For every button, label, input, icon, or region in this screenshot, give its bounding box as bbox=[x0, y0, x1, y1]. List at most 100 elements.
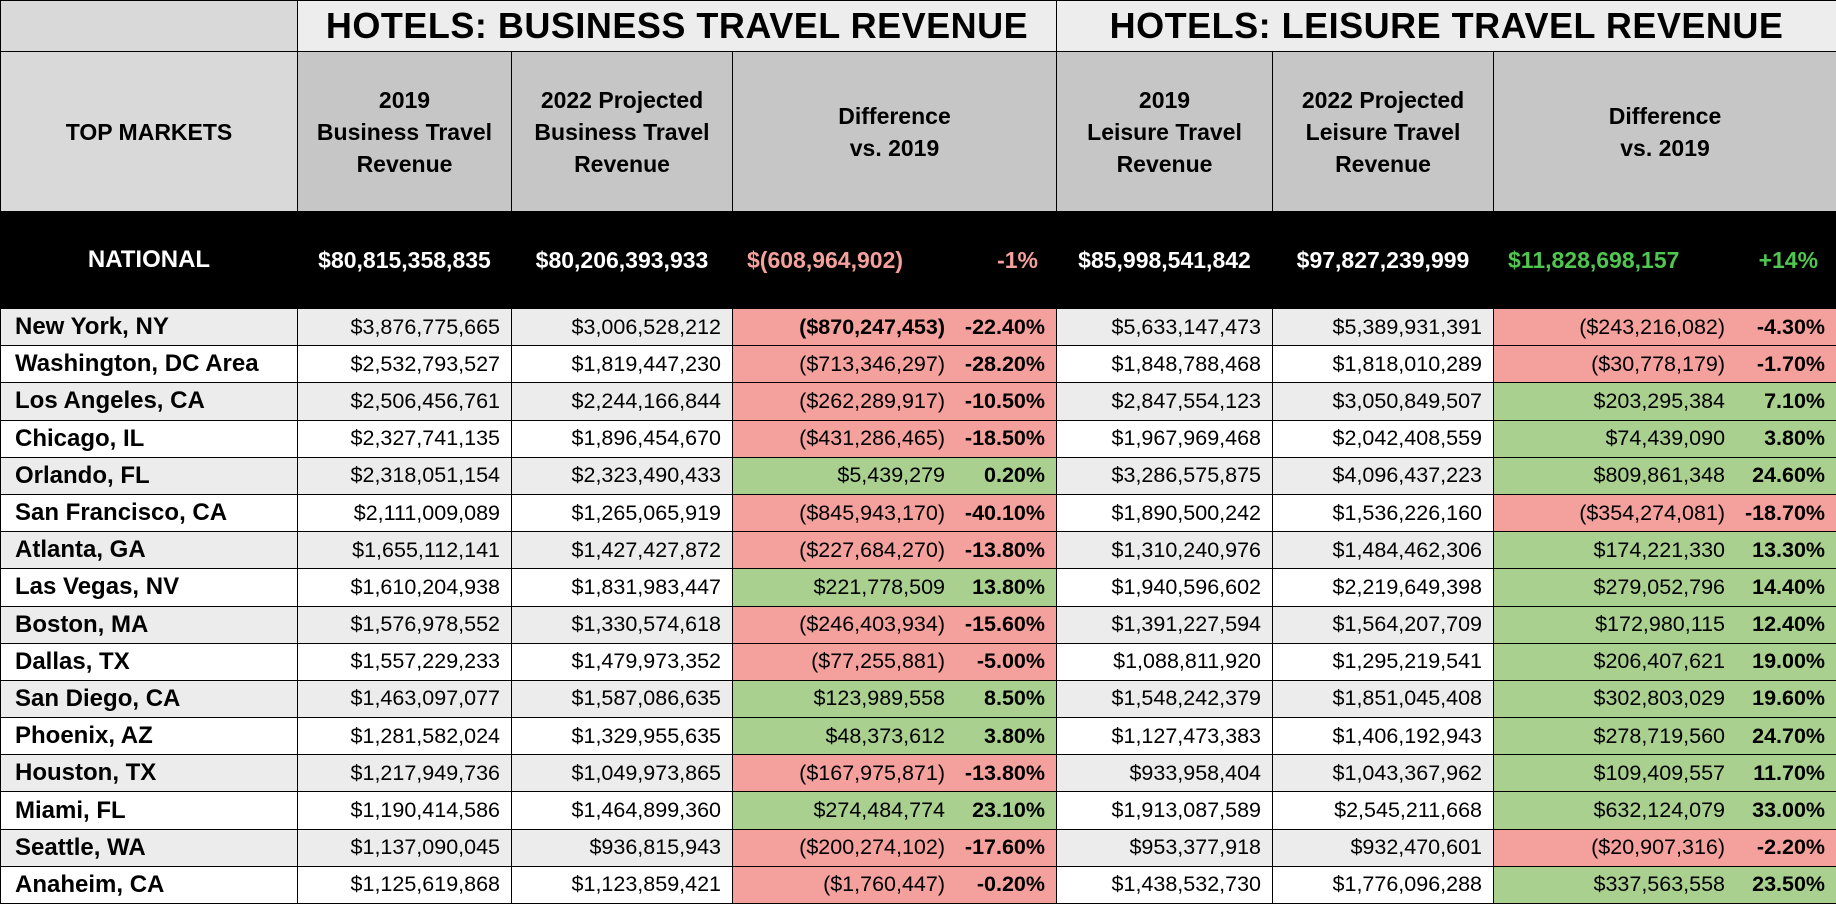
lei-diff-pct: 12.40% bbox=[1752, 612, 1826, 637]
lei-2022-revenue: $1,564,207,709 bbox=[1272, 605, 1494, 644]
biz-diff-cell: $123,989,558 8.50% bbox=[732, 679, 1057, 719]
biz-diff-cell: $274,484,774 23.10% bbox=[732, 791, 1057, 830]
lei-diff-pct: 13.30% bbox=[1752, 537, 1826, 562]
header-line: Leisure Travel bbox=[1305, 118, 1461, 145]
header-line: vs. 2019 bbox=[849, 134, 940, 161]
lei-diff-pair: ($20,907,316) -2.20% bbox=[1494, 835, 1825, 860]
biz-diff-pct: -13.80% bbox=[964, 760, 1045, 785]
lei-2019-revenue: $1,913,087,589 bbox=[1056, 791, 1273, 830]
lei-diff-pair: $206,407,621 19.00% bbox=[1494, 649, 1826, 674]
lei-diff-value: $278,719,560 bbox=[1593, 723, 1726, 748]
business-title: HOTELS: BUSINESS TRAVEL REVENUE bbox=[297, 0, 1057, 52]
biz-2019-revenue: $1,190,414,586 bbox=[297, 791, 512, 830]
national-lei-2022: $97,827,239,999 bbox=[1272, 211, 1494, 309]
header-line: Revenue bbox=[1116, 150, 1213, 177]
lei-2019-revenue: $5,633,147,473 bbox=[1056, 307, 1273, 347]
header-line: Revenue bbox=[356, 150, 453, 177]
column-header-row: TOP MARKETS 2019 Business Travel Revenue… bbox=[0, 51, 1836, 212]
biz-diff-pct: -0.20% bbox=[976, 872, 1045, 897]
biz-diff-pct: 3.80% bbox=[984, 723, 1045, 748]
lei-diff-cell: ($354,274,081) -18.70% bbox=[1492, 493, 1836, 533]
lei-diff-cell: $809,861,348 24.60% bbox=[1492, 456, 1836, 495]
biz-diff-pair: ($200,274,102) -17.60% bbox=[733, 835, 1045, 860]
market-name: Phoenix, AZ bbox=[0, 717, 298, 756]
biz-diff-value: ($227,684,270) bbox=[799, 537, 945, 562]
lei-diff-value: $174,221,330 bbox=[1593, 537, 1726, 562]
biz-2019-revenue: $1,610,204,938 bbox=[297, 568, 512, 607]
biz-diff-pair: ($1,760,447) -0.20% bbox=[733, 872, 1045, 897]
header-line: 2022 Projected bbox=[540, 86, 704, 113]
biz-2022-revenue: $1,427,427,872 bbox=[511, 531, 733, 570]
biz-2022-revenue: $1,464,899,360 bbox=[511, 791, 733, 830]
biz-diff-cell: $5,439,279 0.20% bbox=[732, 456, 1057, 495]
market-name: San Francisco, CA bbox=[0, 493, 298, 533]
table-row: Las Vegas, NV $1,610,204,938 $1,831,983,44… bbox=[0, 568, 1836, 607]
biz-diff-pair: ($713,346,297) -28.20% bbox=[733, 352, 1045, 377]
biz-2019-revenue: $1,137,090,045 bbox=[297, 828, 512, 867]
lei-diff-value: $809,861,348 bbox=[1593, 463, 1726, 488]
biz-diff-pct: -15.60% bbox=[964, 612, 1045, 637]
lei-2019-revenue: $1,088,811,920 bbox=[1056, 642, 1273, 681]
table-row: Orlando, FL $2,318,051,154 $2,323,490,433 $… bbox=[0, 456, 1836, 495]
lei-diff-value: $632,124,079 bbox=[1593, 798, 1726, 823]
lei-diff-pct: 23.50% bbox=[1752, 872, 1826, 897]
biz-diff-pct: -40.10% bbox=[964, 500, 1045, 525]
lei-2022-revenue: $2,545,211,668 bbox=[1272, 791, 1494, 830]
lei-diff-pair: $337,563,558 23.50% bbox=[1494, 872, 1826, 897]
biz-diff-pair: ($431,286,465) -18.50% bbox=[733, 426, 1045, 451]
biz-diff-pair: $274,484,774 23.10% bbox=[733, 798, 1045, 823]
market-name: Dallas, TX bbox=[0, 642, 298, 681]
biz-diff-value: $123,989,558 bbox=[813, 686, 945, 711]
biz-diff-value: $221,778,509 bbox=[813, 574, 945, 599]
lei-diff-cell: $174,221,330 13.30% bbox=[1492, 531, 1836, 570]
national-lei-pct: +14% bbox=[1758, 246, 1819, 273]
biz-2019-revenue: $1,281,582,024 bbox=[297, 717, 512, 756]
national-row: NATIONAL $80,815,358,835 $80,206,393,933… bbox=[0, 211, 1836, 309]
lei-diff-pct: -4.30% bbox=[1756, 314, 1826, 339]
lei-diff-pct: 14.40% bbox=[1752, 574, 1826, 599]
biz-diff-cell: ($845,943,170) -40.10% bbox=[732, 493, 1057, 533]
lei-diff-pct: 24.70% bbox=[1752, 723, 1826, 748]
lei-diff-pair: $174,221,330 13.30% bbox=[1494, 537, 1826, 563]
biz-2022-revenue: $1,329,955,635 bbox=[511, 717, 733, 756]
lei-diff-pct: 33.00% bbox=[1752, 798, 1826, 823]
biz-2022-revenue: $1,265,065,919 bbox=[511, 493, 733, 533]
biz-diff-value: ($200,274,102) bbox=[799, 835, 945, 860]
market-name: New York, NY bbox=[0, 307, 298, 347]
lei-diff-pct: 24.60% bbox=[1752, 463, 1826, 488]
lei-diff-pair: $109,409,557 11.70% bbox=[1494, 760, 1826, 786]
biz-2019-revenue: $2,506,456,761 bbox=[297, 382, 512, 421]
biz-2022-revenue: $1,479,973,352 bbox=[511, 642, 733, 681]
biz-2019-revenue: $2,318,051,154 bbox=[297, 456, 512, 495]
lei-diff-cell: $74,439,090 3.80% bbox=[1492, 419, 1836, 458]
lei-diff-pair: $302,803,029 19.60% bbox=[1494, 686, 1826, 711]
lei-2022-revenue: $1,406,192,943 bbox=[1272, 717, 1494, 756]
lei-diff-pct: -18.70% bbox=[1744, 500, 1826, 525]
lei-diff-value: $279,052,796 bbox=[1593, 574, 1726, 599]
biz-diff-pair: $48,373,612 3.80% bbox=[733, 724, 1045, 749]
lei-diff-cell: $632,124,079 33.00% bbox=[1492, 791, 1836, 830]
lei-diff-cell: $279,052,796 14.40% bbox=[1492, 568, 1836, 607]
lei-diff-cell: $109,409,557 11.70% bbox=[1492, 754, 1836, 793]
national-biz-pct: -1% bbox=[997, 246, 1038, 273]
lei-diff-pct: 11.70% bbox=[1753, 760, 1826, 785]
lei-diff-pair: $809,861,348 24.60% bbox=[1494, 463, 1826, 488]
national-lei-2019: $85,998,541,842 bbox=[1056, 211, 1273, 309]
market-name: San Diego, CA bbox=[0, 679, 298, 719]
biz-2022-revenue: $1,831,983,447 bbox=[511, 568, 733, 607]
lei-diff-value: $172,980,115 bbox=[1595, 612, 1726, 637]
market-name: Houston, TX bbox=[0, 754, 298, 793]
market-name: Miami, FL bbox=[0, 791, 298, 830]
lei-2019-revenue: $1,890,500,242 bbox=[1056, 493, 1273, 533]
biz-2019-revenue: $1,463,097,077 bbox=[297, 679, 512, 719]
lei-diff-value: $302,803,029 bbox=[1593, 686, 1726, 711]
biz-diff-value: ($713,346,297) bbox=[799, 351, 945, 376]
header-line: Business Travel bbox=[316, 118, 493, 145]
biz-diff-cell: ($431,286,465) -18.50% bbox=[732, 419, 1057, 458]
lei-2022-revenue: $5,389,931,391 bbox=[1272, 307, 1494, 347]
header-line: Revenue bbox=[574, 150, 670, 177]
header-line: Revenue bbox=[1335, 150, 1431, 177]
lei-diff-pair: ($354,274,081) -18.70% bbox=[1494, 501, 1825, 526]
leisure-title: HOTELS: LEISURE TRAVEL REVENUE bbox=[1055, 0, 1836, 52]
biz-diff-cell: ($246,403,934) -15.60% bbox=[732, 605, 1057, 644]
